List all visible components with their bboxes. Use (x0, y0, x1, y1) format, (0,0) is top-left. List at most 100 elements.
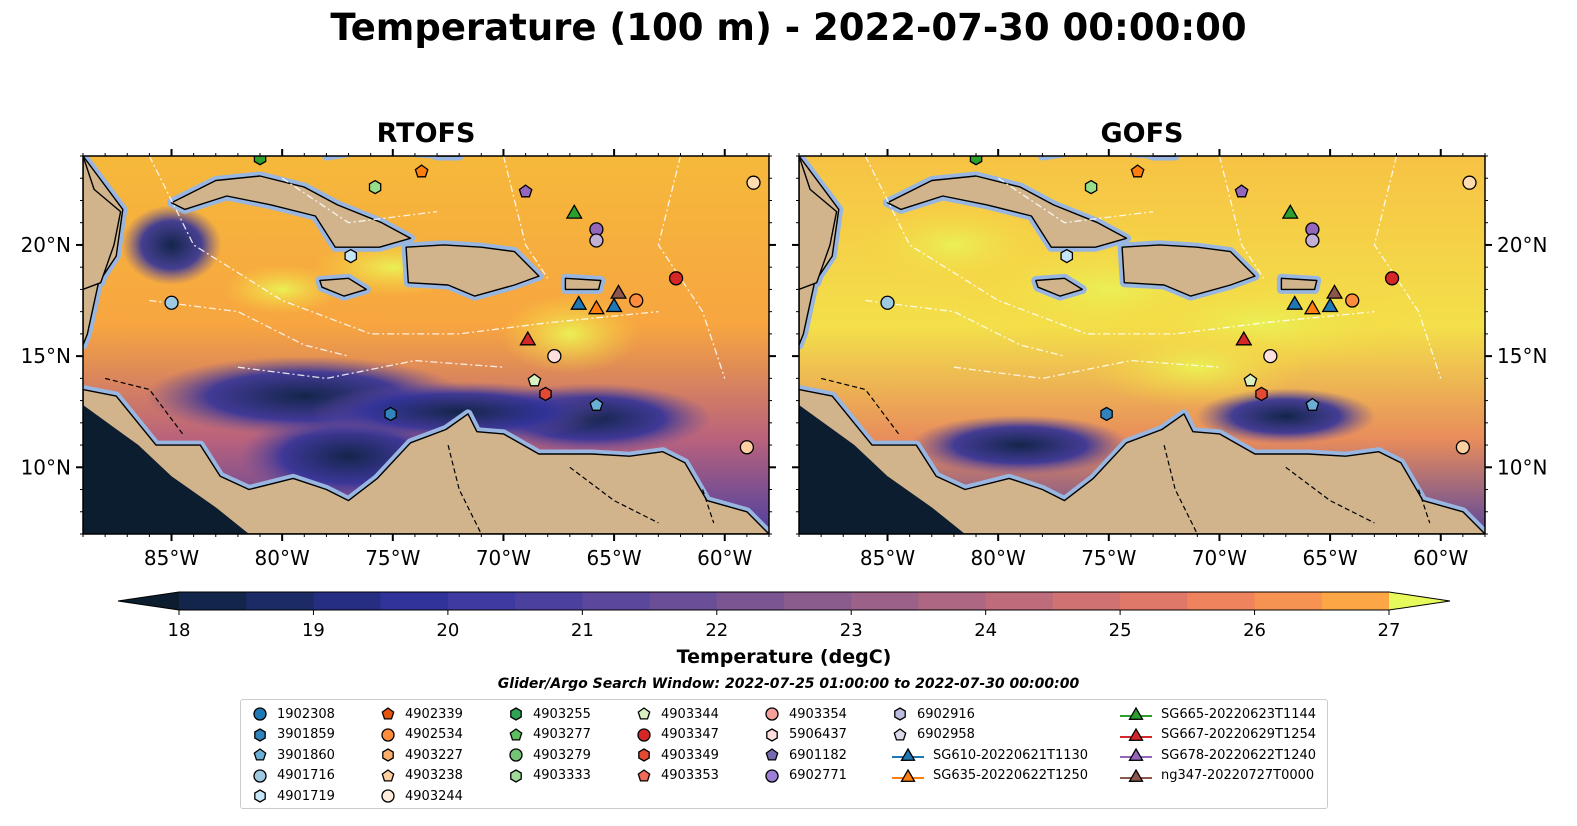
legend-entry-label: 3901860 (277, 747, 335, 763)
legend-entry-label: 4903277 (533, 727, 591, 742)
observation-4901719 (1060, 248, 1074, 264)
legend-marker (381, 768, 395, 782)
observation-5906437 (1263, 348, 1278, 364)
legend-entry-label: 4903244 (405, 788, 463, 804)
colorbar-segment (515, 592, 583, 610)
map-frame (798, 155, 1486, 535)
legend-marker-icon (253, 748, 267, 761)
observation-4903333 (1084, 179, 1098, 195)
search-window-caption: Glider/Argo Search Window: 2022-07-25 01… (497, 676, 1080, 692)
legend-entry-label: 4903333 (533, 768, 591, 783)
legend-marker-icon (1120, 768, 1152, 782)
legend-entry-label: 3901859 (277, 727, 335, 742)
map-panel-gofs: 85°W 80°W 75°W 70°W 65°W 60°W 20°N 15°N 10°N (792, 149, 1547, 570)
colorbar-segment (246, 592, 314, 610)
legend-entry-label: 6902916 (917, 706, 975, 722)
land-mass (83, 388, 769, 534)
observation-4901719 (344, 248, 358, 264)
x-tick-label: 80°W (971, 546, 1026, 570)
legend-marker-icon (893, 727, 907, 741)
figure-title: Temperature (100 m) - 2022-07-30 00:00:0… (330, 6, 1247, 49)
legend-marker-icon (1120, 706, 1152, 720)
legend-marker-icon (254, 727, 266, 742)
colorbar-tick-label: 23 (840, 620, 863, 641)
legend-entry-label: 4903238 (405, 768, 463, 783)
colorbar-extend-min (118, 592, 179, 610)
legend-marker-icon (894, 707, 906, 721)
colorbar-segment (380, 592, 449, 610)
legend-marker-icon (892, 768, 924, 782)
observation-4903255 (253, 156, 267, 166)
observation-SG610-20220621T1130 (570, 295, 588, 310)
legend-marker (1128, 727, 1144, 741)
legend-entry-label: 6902771 (789, 768, 847, 783)
legend-marker (382, 748, 394, 762)
legend-entry: 4903277 (507, 725, 591, 745)
legend-marker (765, 748, 779, 761)
colorbar-segment (1187, 592, 1256, 610)
legend-entry: 1902308 (251, 704, 335, 724)
legend-marker-icon (765, 707, 779, 721)
legend-entry-label: 4903344 (661, 706, 719, 722)
observation-4901716 (164, 295, 179, 310)
observation-3901860 (1305, 397, 1320, 411)
observation-4903255 (969, 156, 983, 166)
observation-4901716 (880, 295, 895, 310)
observation-4903244 (1462, 175, 1477, 190)
legend-entry-label: 4903227 (405, 747, 463, 763)
observation-3901859 (384, 406, 397, 422)
legend-entry: 4903353 (635, 766, 719, 786)
land-mass (319, 277, 367, 297)
colorbar-tick-label: 26 (1243, 620, 1266, 641)
x-tick-label: 80°W (255, 546, 310, 570)
land-mass (886, 175, 1128, 248)
legend-marker-icon (637, 727, 651, 742)
legend-marker-icon (381, 768, 395, 782)
colorbar-tick-label: 21 (571, 620, 594, 641)
observation-SG678-20220622T1240 (1321, 297, 1339, 313)
land-mass (1035, 277, 1083, 297)
land-mass (564, 277, 602, 291)
observation-SG667-20220629T1254 (519, 330, 537, 346)
legend-entry: 4901719 (251, 786, 335, 806)
x-tick-label: 75°W (1081, 546, 1136, 570)
legend-marker (765, 768, 779, 783)
legend-marker (637, 727, 651, 742)
figure-canvas: 85°W 80°W 75°W 70°W 65°W 60°W20°N15°N10°N85°W… (21, 149, 1547, 668)
land-mass (799, 388, 1485, 534)
x-tick-label: 60°W (697, 546, 752, 570)
legend-marker (381, 727, 395, 742)
y-tick-label: 20°N (1497, 233, 1547, 257)
x-tick-label: 85°W (860, 546, 915, 570)
legend-entry: ng347-20220727T0000 (1119, 766, 1314, 786)
observation-6901182 (518, 184, 533, 198)
legend-marker (253, 748, 267, 761)
y-tick-label: 20°N (21, 233, 71, 257)
observation-6902916 (589, 233, 604, 248)
legend-marker-icon (509, 748, 523, 762)
legend-entry-label: 4902534 (405, 727, 463, 742)
observation-SG665-20220623T1144 (1281, 203, 1299, 219)
y-tick-label: 15°N (1497, 344, 1547, 368)
legend-marker (894, 707, 906, 721)
land-mass (170, 175, 412, 248)
land-mass (1280, 277, 1318, 291)
land-mass (1121, 244, 1256, 297)
legend-marker-icon (766, 727, 778, 742)
colorbar-segment (784, 592, 852, 610)
legend-entry-label: 6901182 (789, 747, 847, 763)
legend-marker-icon (637, 707, 651, 720)
colorbar-segment (649, 592, 718, 610)
legend-entry: SG678-20220622T1240 (1119, 745, 1316, 765)
legend-entry: SG665-20220623T1144 (1119, 704, 1316, 724)
observation-4903238 (739, 440, 755, 455)
legend-entry-label: ng347-20220727T0000 (1161, 768, 1315, 783)
observation-4902534 (629, 293, 644, 308)
observation-4903349 (539, 386, 552, 402)
observation-4903347 (668, 271, 684, 286)
legend-marker (253, 707, 267, 721)
y-tick-label: 10°N (21, 455, 71, 479)
legend-marker-icon (381, 789, 395, 803)
x-tick-label: 85°W (144, 546, 199, 570)
panel-title-rtofs: RTOFS (376, 118, 476, 149)
